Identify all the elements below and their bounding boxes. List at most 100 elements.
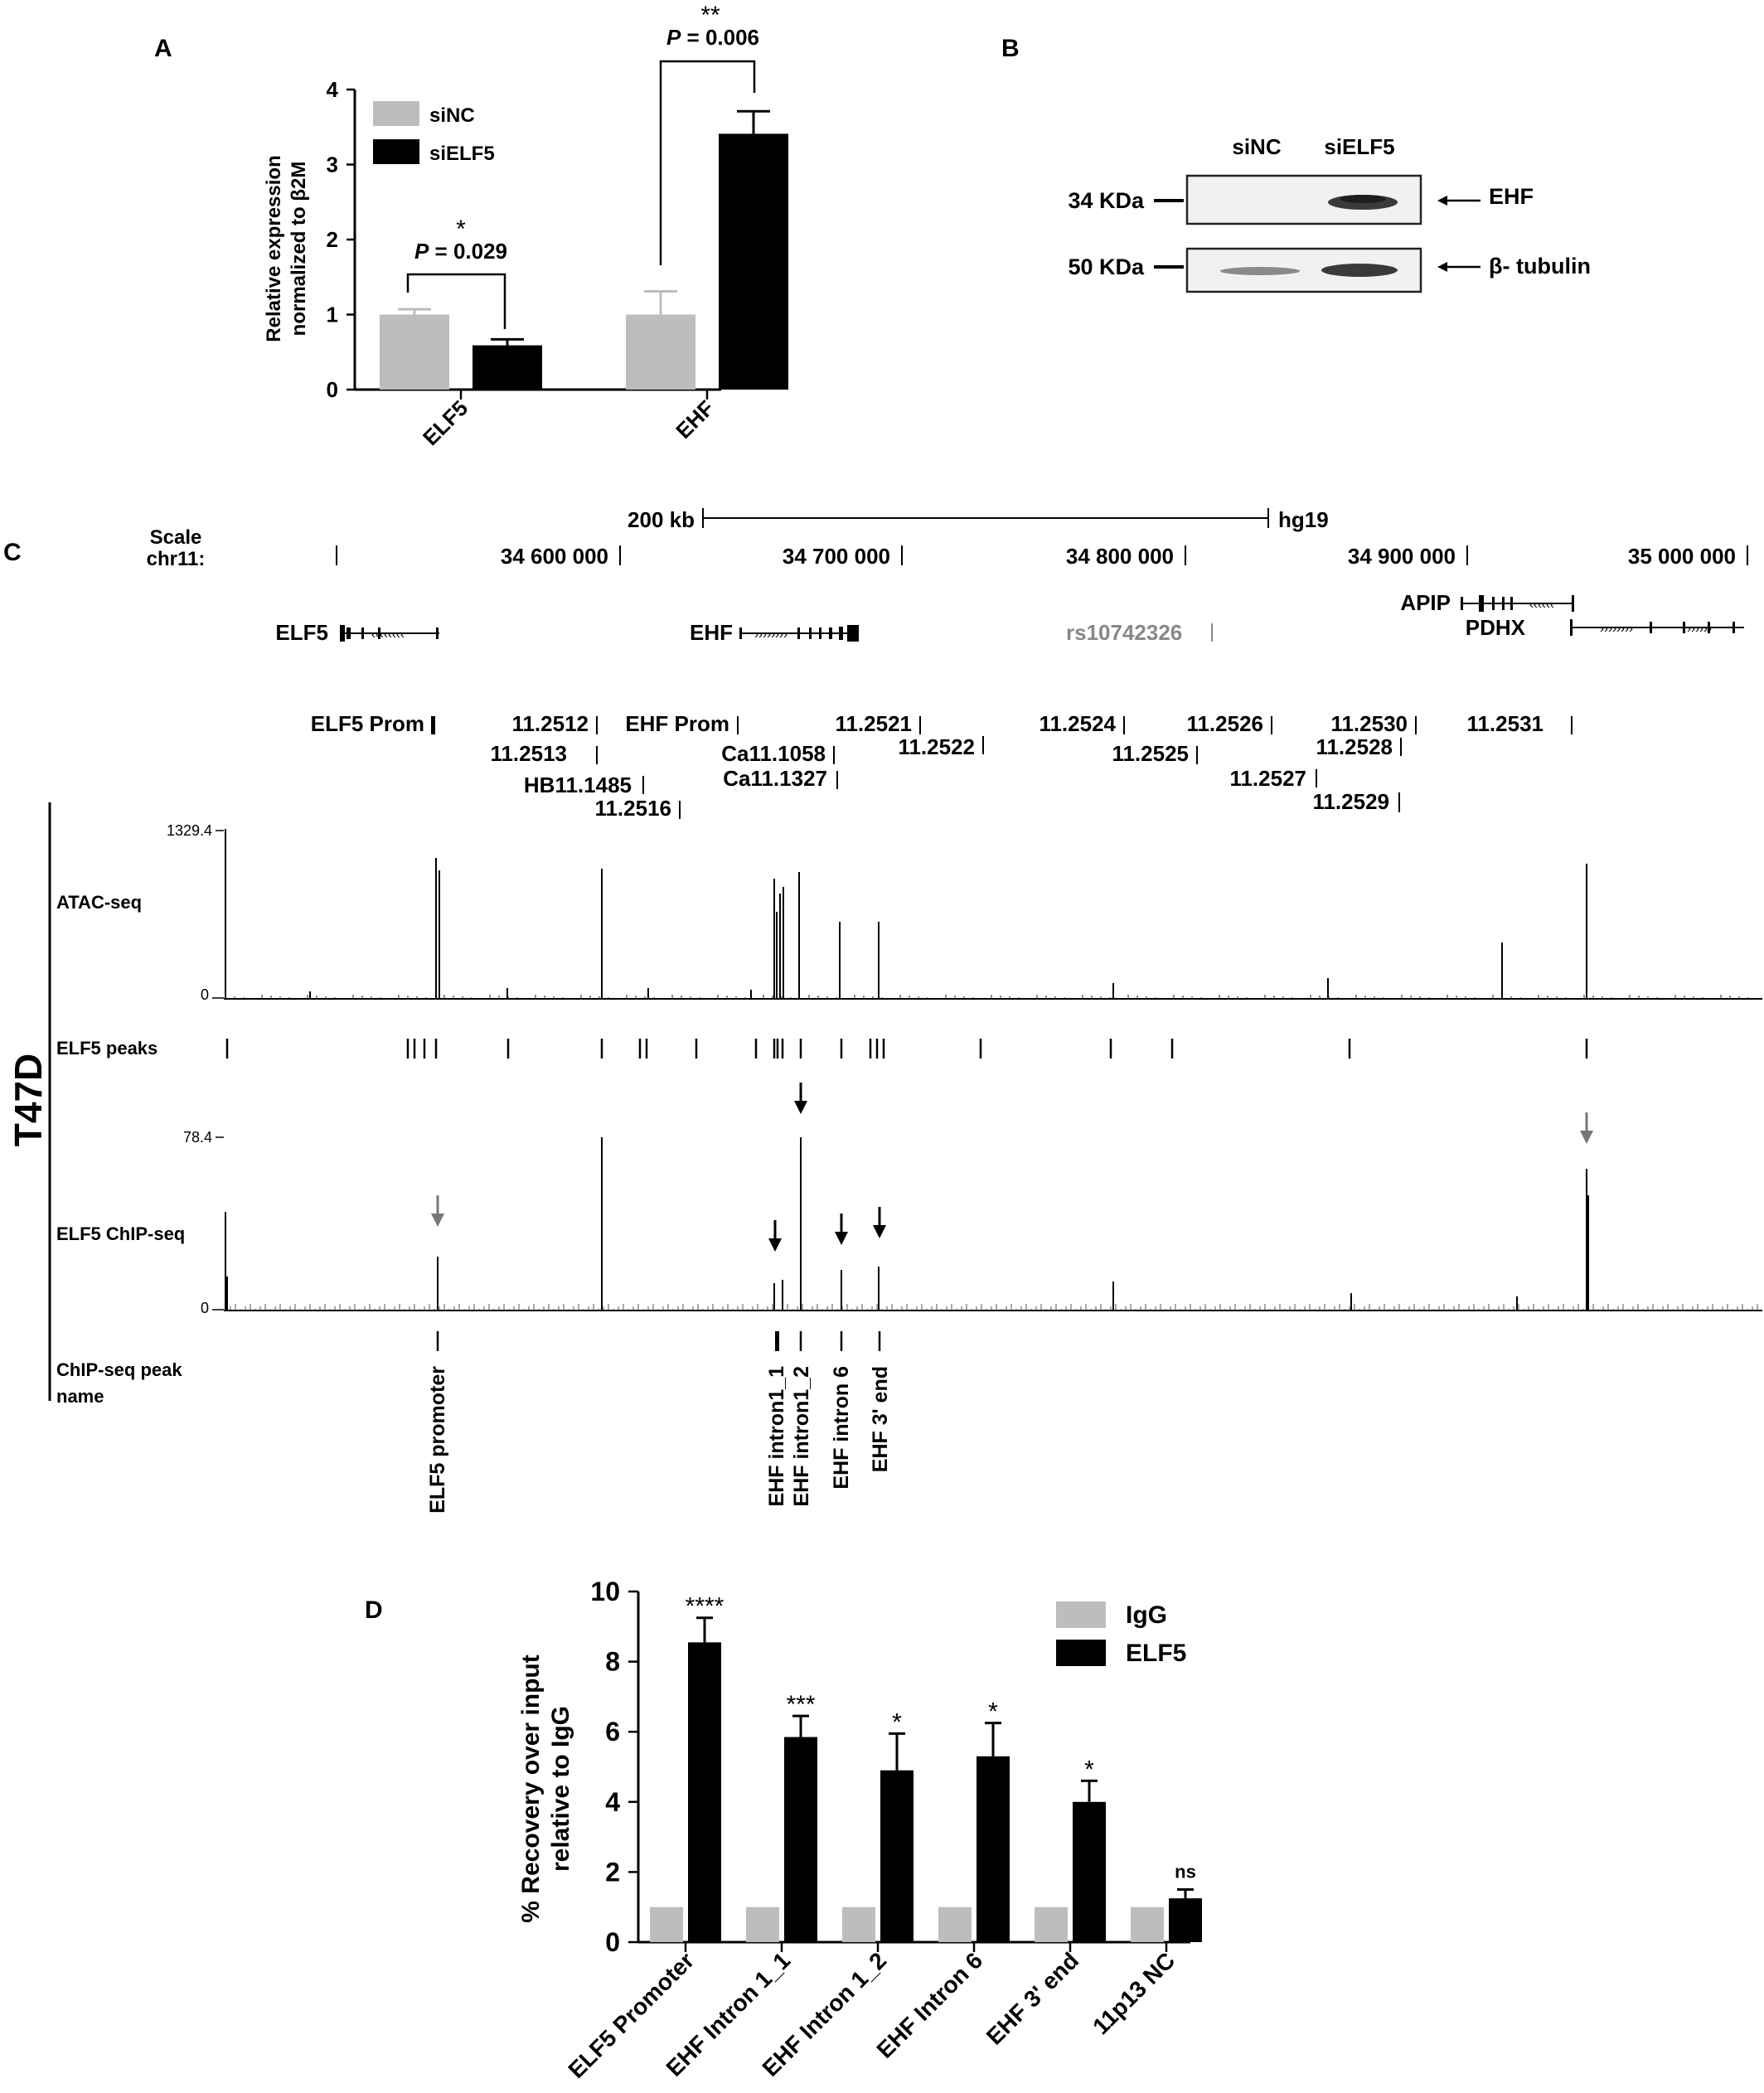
track-label-peak-name-1: ChIP-seq peak xyxy=(56,1359,182,1380)
chip-signal xyxy=(225,1137,1589,1311)
panel-a-x-labels: ELF5 EHF xyxy=(418,395,719,450)
panel-a-bar-sinc-ehf xyxy=(626,314,695,390)
region-11-2524: 11.2524 xyxy=(1039,711,1116,736)
svg-text:‹‹‹‹‹‹: ‹‹‹‹‹‹ xyxy=(1529,598,1554,612)
region-11-2531: 11.2531 xyxy=(1466,711,1544,736)
region-11-2526: 11.2526 xyxy=(1186,711,1263,736)
legend-swatch-sielf5 xyxy=(373,139,419,164)
peak-name-marks xyxy=(436,1331,881,1351)
region-11-2513: 11.2513 xyxy=(490,741,567,766)
panel-a-letter: A xyxy=(154,35,172,62)
region-11-2516: 11.2516 xyxy=(594,796,671,821)
sig-bracket-ehf xyxy=(659,60,756,265)
region-ca11-1327: Ca11.1327 xyxy=(723,766,827,791)
panel-d-ytick-label: 4 xyxy=(605,1787,620,1817)
region-ca11-1058: Ca11.1058 xyxy=(721,741,826,766)
legend-label-sinc: siNC xyxy=(429,104,475,127)
sig-stars-ehf: ** xyxy=(700,2,720,29)
panel-d-significance: * xyxy=(988,1698,998,1726)
region-11-2528: 11.2528 xyxy=(1316,734,1393,759)
coord-label: 34 600 000 xyxy=(501,544,608,569)
atac-ymin: 0 xyxy=(201,986,209,1003)
panel-d-ytick-label: 10 xyxy=(590,1577,620,1606)
panel-a-ytick-label: 4 xyxy=(327,77,339,102)
arrow-down-pdhx-icon xyxy=(1580,1112,1593,1144)
arrow-down-ehf-3end-icon xyxy=(873,1207,886,1238)
coordinate-ruler: 34 600 000 34 700 000 34 800 000 34 900 000… xyxy=(501,544,1748,569)
elf5-peak-calls xyxy=(225,1039,1588,1059)
coord-label: 34 800 000 xyxy=(1066,544,1174,569)
panel-a-ytick-label: 2 xyxy=(327,227,338,252)
panel-a-ytick-label: 0 xyxy=(327,377,338,402)
scale-value: 200 kb xyxy=(628,507,695,532)
arrow-down-ehf-intron6-icon xyxy=(835,1214,848,1245)
panel-d-xlabel: EHF 3' end xyxy=(981,1947,1083,2049)
peak-name-ehf-3end: EHF 3' end xyxy=(869,1366,892,1472)
legend-label-igg: IgG xyxy=(1126,1601,1167,1629)
track-label-peak-name-2: name xyxy=(56,1386,104,1407)
svg-text:››››››: ›››››› xyxy=(1687,622,1712,636)
panel-d-bar-igg-ehf-intron-1-2 xyxy=(842,1906,875,1942)
panel-d-bar-elf5-ehf-intron-6 xyxy=(976,1756,1010,1942)
band-ehf-sielf5-core xyxy=(1340,195,1386,203)
scale-label: Scale xyxy=(150,526,202,549)
panel-d-bar-igg-ehf-3-end xyxy=(1035,1906,1068,1942)
panel-a: A Relative expression normalized to β2M … xyxy=(154,2,788,450)
sig-bracket-elf5 xyxy=(406,273,506,329)
panel-d: D % Recovery over input relative to IgG … xyxy=(365,1577,1202,2083)
coord-label: 34 700 000 xyxy=(783,544,890,569)
panel-d-ytick-label: 8 xyxy=(605,1647,620,1677)
panel-a-ytick-label: 3 xyxy=(327,153,338,177)
region-11-2512: 11.2512 xyxy=(511,711,589,736)
legend-label-elf5: ELF5 xyxy=(1126,1640,1186,1667)
svg-text:››››››››: ›››››››› xyxy=(754,627,788,642)
atac-ymax: 1329.4 xyxy=(167,822,212,839)
panel-d-bar-elf5-ehf-intron-1-1 xyxy=(784,1737,817,1942)
arrow-tubulin-head xyxy=(1437,262,1447,272)
assembly-label: hg19 xyxy=(1278,507,1329,532)
band-tubulin-sielf5 xyxy=(1321,264,1398,277)
track-label-chip: ELF5 ChIP-seq xyxy=(56,1223,185,1244)
panel-d-bar-elf5-ehf-intron-1-2 xyxy=(880,1770,914,1942)
peak-name-ehf-intron1-1: EHF intron1_1 xyxy=(765,1366,788,1507)
panel-d-y-ticks: 0 2 4 6 8 10 xyxy=(590,1577,638,1957)
chip-background-noise xyxy=(225,1304,1758,1311)
peak-name-elf5-promoter: ELF5 promoter xyxy=(426,1366,449,1514)
panel-d-bar-igg-11p13-nc xyxy=(1131,1906,1164,1942)
region-11-2529: 11.2529 xyxy=(1312,789,1389,814)
marker-34kda: 34 KDa xyxy=(1068,188,1145,213)
peak-name-ehf-intron1-2: EHF intron1_2 xyxy=(790,1366,813,1506)
panel-d-significance: ns xyxy=(1175,1862,1196,1882)
region-11-2527: 11.2527 xyxy=(1229,766,1306,791)
coord-label: 35 000 000 xyxy=(1628,544,1736,569)
protein-tubulin: β- tubulin xyxy=(1489,254,1591,279)
panel-a-ytick-label: 1 xyxy=(327,303,338,327)
panel-d-letter: D xyxy=(365,1596,383,1624)
coord-label: 34 900 000 xyxy=(1348,544,1456,569)
panel-a-bar-sinc-elf5 xyxy=(380,314,449,390)
arrow-down-ehf-intron1-2-icon xyxy=(794,1083,807,1114)
gene-label-pdhx: PDHX xyxy=(1466,615,1526,640)
region-labels: ELF5 Prom 11.2512 EHF Prom 11.2521 11.25… xyxy=(311,711,1573,821)
chip-ymin: 0 xyxy=(201,1300,209,1316)
panel-d-ylabel-line2: relative to IgG xyxy=(547,1706,574,1872)
svg-text:‹‹‹‹‹‹‹‹: ‹‹‹‹‹‹‹‹ xyxy=(371,627,405,642)
chip-arrows xyxy=(431,1083,1593,1252)
legend-swatch-sinc xyxy=(373,101,419,126)
panel-b: B siNC siELF5 34 KDa EHF 50 KDa β- tubul… xyxy=(1001,35,1591,293)
gene-model-pdhx: ›››››››› ›››››› xyxy=(1570,619,1744,636)
panel-b-letter: B xyxy=(1001,35,1020,62)
legend-swatch-elf5 xyxy=(1056,1640,1106,1666)
panel-d-significance: * xyxy=(1084,1756,1094,1783)
panel-d-significance: * xyxy=(892,1708,902,1736)
chip-ymax: 78.4 xyxy=(183,1129,212,1146)
atac-signal xyxy=(225,829,1758,999)
panel-d-bar-elf5-ehf-3-end xyxy=(1073,1801,1106,1942)
panel-a-xlabel: ELF5 xyxy=(418,395,472,450)
panel-d-ytick-label: 0 xyxy=(605,1927,620,1957)
gene-model-ehf: ›››››››› xyxy=(739,625,859,642)
panel-a-bars xyxy=(380,109,788,400)
panel-a-bar-sielf5-elf5 xyxy=(472,345,542,390)
legend-label-sielf5: siELF5 xyxy=(429,143,495,165)
